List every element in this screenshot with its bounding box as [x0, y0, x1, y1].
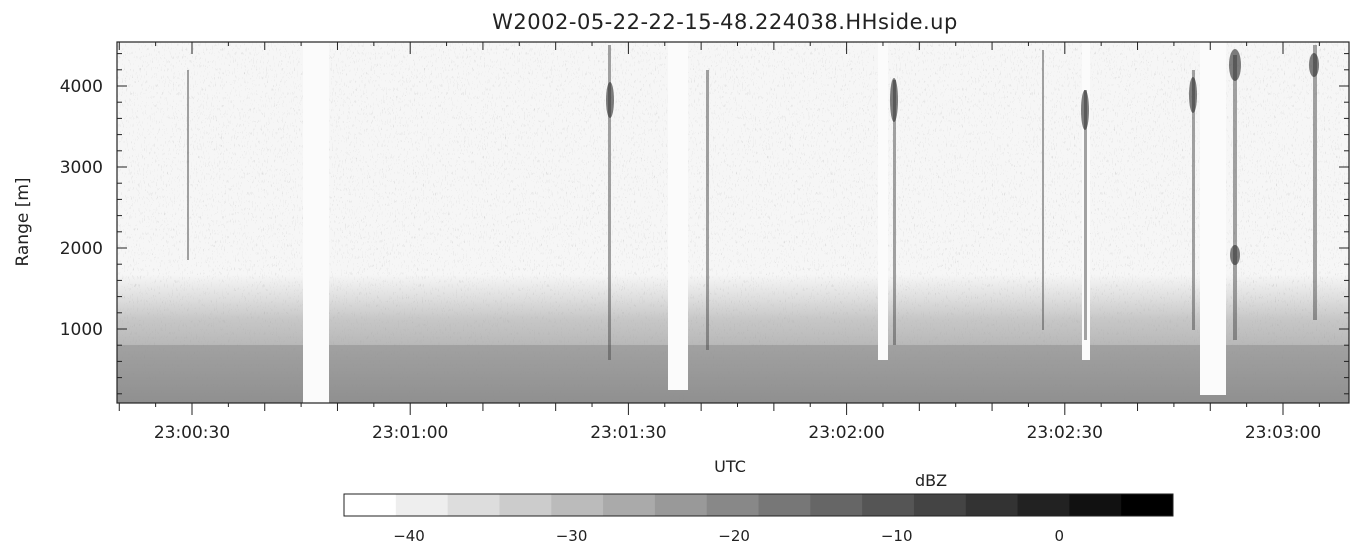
- y-axis-label: Range [m]: [13, 177, 33, 266]
- colorbar-tick-label: −20: [718, 527, 750, 545]
- colorbar-swatch: [1121, 494, 1174, 516]
- echo-cell: [1229, 49, 1241, 81]
- colorbar-swatch: [913, 494, 967, 516]
- colorbar-swatch: [654, 494, 708, 516]
- echo-cell: [1189, 77, 1197, 113]
- echo-streak: [608, 45, 611, 360]
- colorbar-tick-label: −10: [881, 527, 913, 545]
- y-tick-label: 2000: [60, 239, 103, 259]
- colorbar-swatch: [965, 494, 1019, 516]
- echo-gap: [303, 42, 329, 403]
- colorbar-swatch: [810, 494, 863, 516]
- plot-area: [117, 42, 1349, 403]
- echo-gap: [668, 42, 688, 390]
- y-tick-label: 3000: [60, 158, 103, 178]
- colorbar-swatch: [551, 494, 604, 516]
- colorbar-frame: [343, 493, 1174, 517]
- colorbar-swatch: [1017, 494, 1070, 516]
- echo-streak: [893, 80, 896, 345]
- echo-streak: [1313, 45, 1317, 320]
- colorbar-tick-label: −40: [393, 527, 425, 545]
- echo-streaks: [187, 42, 1319, 403]
- echo-streak: [1192, 70, 1195, 330]
- x-tick-label: 23:03:00: [1245, 423, 1321, 443]
- echo-streak: [187, 70, 189, 260]
- colorbar-swatch: [1069, 494, 1122, 516]
- colorbar-swatch: [447, 494, 500, 516]
- echo-cell: [606, 82, 614, 118]
- chart-title: W2002-05-22-22-15-48.224038.HHside.up: [492, 10, 958, 34]
- x-tick-label: 23:02:30: [1027, 423, 1103, 443]
- colorbar-swatch: [395, 494, 449, 516]
- x-tick-label: 23:01:30: [590, 423, 666, 443]
- echo-gap: [878, 42, 888, 360]
- colorbar-label: dBZ: [915, 471, 947, 490]
- x-tick-label: 23:02:00: [808, 423, 884, 443]
- echo-streak: [706, 70, 709, 350]
- colorbar-swatch: [758, 494, 811, 516]
- colorbar-swatch: [862, 494, 915, 516]
- x-tick-label: 23:01:00: [372, 423, 448, 443]
- x-tick-label: 23:00:30: [154, 423, 230, 443]
- y-axis: 1000 2000 3000 4000: [60, 53, 1349, 395]
- y-tick-label: 1000: [60, 320, 103, 340]
- colorbar-swatch: [706, 494, 759, 516]
- x-axis-label: UTC: [714, 457, 746, 476]
- echo-streak: [1233, 55, 1237, 340]
- echo-streak: [1084, 90, 1087, 340]
- echo-cell: [1081, 90, 1089, 130]
- y-tick-label: 4000: [60, 77, 103, 97]
- echo-cell: [890, 78, 898, 122]
- colorbar-swatch: [603, 494, 656, 516]
- echo-cell: [1230, 245, 1240, 265]
- colorbar-swatch: [344, 494, 397, 516]
- echo-gap: [1200, 42, 1226, 395]
- low-level-echo-dense: [117, 345, 1349, 403]
- plot-frame: [116, 41, 1350, 404]
- colorbar-tick-label: 0: [1054, 527, 1064, 545]
- echo-streak: [1042, 50, 1044, 330]
- colorbar-swatch: [499, 494, 552, 516]
- colorbar-tick-label: −30: [556, 527, 588, 545]
- x-axis: 23:00:30 23:01:00 23:01:30 23:02:00 23:02:30…: [118, 42, 1321, 443]
- colorbar: −40 −30 −20 −10 0: [343, 493, 1174, 545]
- echo-cell: [1309, 53, 1319, 77]
